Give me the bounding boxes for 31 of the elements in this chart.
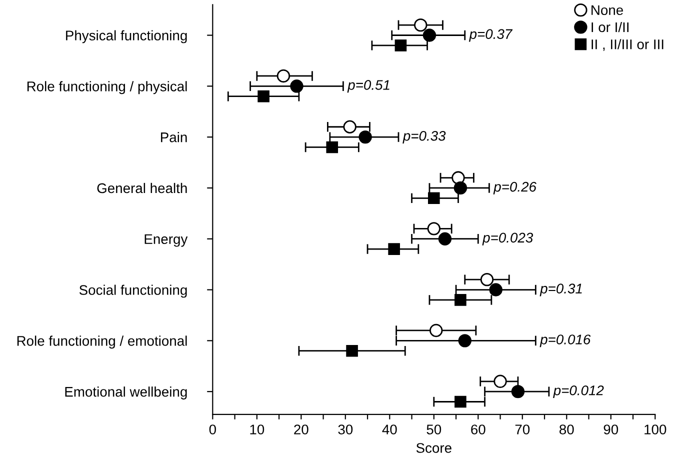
y-tick-label: General health [97,182,187,194]
y-tick-label: Physical functioning [66,30,187,44]
y-tick-label: Social functioning [79,284,187,298]
legend-label: I or I/II [592,22,628,32]
x-tick-label: 90 [604,424,618,434]
annotation: p=0.016 [540,334,591,348]
x-tick-label: 70 [515,424,530,434]
annotation: p=0.51 [347,80,390,93]
annotation: p=0.26 [493,182,536,194]
legend-label: None [592,5,623,16]
x-tick-label: 10 [250,424,264,434]
x-tick-label: 50 [426,424,442,434]
x-tick-label: 20 [294,424,308,434]
y-tick-label: Energy [144,234,188,247]
x-tick-label: 0 [209,424,216,434]
x-tick-label: 80 [560,424,574,434]
annotation: p=0.012 [553,385,604,398]
y-tick-label: Role functioning / physical [27,81,187,94]
x-tick-label: 100 [644,424,666,434]
annotation: p=0.33 [402,130,446,144]
y-tick-label: Emotional wellbeing [65,386,187,400]
annotation: p=0.37 [468,29,513,42]
y-tick-label: Role functioning / emotional [17,336,187,349]
x-axis-title: Score [416,443,452,453]
legend-label: II , II/III or III [592,39,664,51]
y-tick-label: Pain [161,132,187,142]
annotation: p=0.31 [540,284,582,296]
x-tick-label: 30 [338,424,353,434]
x-tick-label: 60 [471,424,486,434]
annotation: p=0.023 [482,232,534,246]
x-tick-label: 40 [382,424,397,434]
